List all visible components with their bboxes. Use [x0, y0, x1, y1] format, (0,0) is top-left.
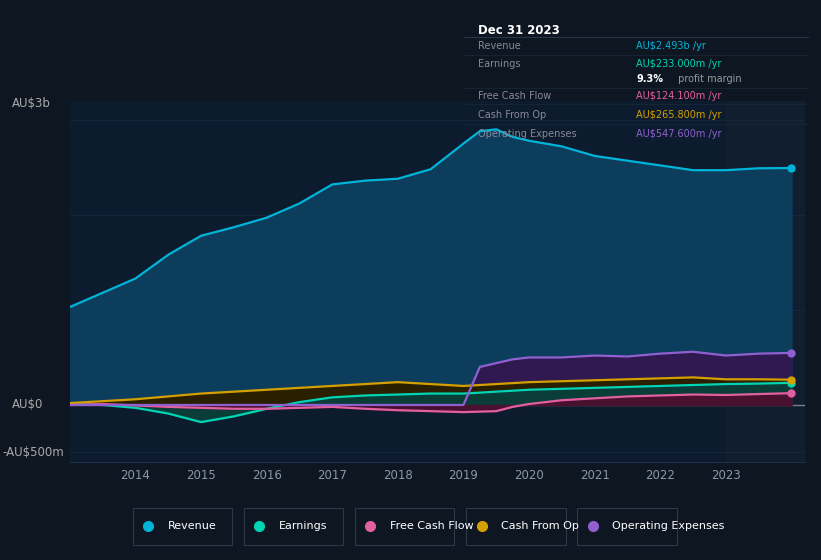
Text: AU$3b: AU$3b: [12, 97, 51, 110]
Text: Revenue: Revenue: [478, 41, 521, 52]
Text: AU$2.493b /yr: AU$2.493b /yr: [636, 41, 706, 52]
Text: Revenue: Revenue: [167, 521, 216, 531]
Text: AU$124.100m /yr: AU$124.100m /yr: [636, 91, 722, 101]
Text: Earnings: Earnings: [478, 59, 521, 69]
Text: Earnings: Earnings: [278, 521, 327, 531]
Text: Free Cash Flow: Free Cash Flow: [390, 521, 473, 531]
Text: AU$0: AU$0: [12, 399, 44, 412]
Text: Free Cash Flow: Free Cash Flow: [478, 91, 551, 101]
Text: Cash From Op: Cash From Op: [501, 521, 579, 531]
Text: Operating Expenses: Operating Expenses: [612, 521, 724, 531]
Text: Operating Expenses: Operating Expenses: [478, 129, 576, 139]
Text: Cash From Op: Cash From Op: [478, 110, 546, 120]
Text: AU$547.600m /yr: AU$547.600m /yr: [636, 129, 722, 139]
Text: AU$265.800m /yr: AU$265.800m /yr: [636, 110, 722, 120]
Text: profit margin: profit margin: [675, 74, 741, 85]
Bar: [726, 101, 805, 462]
Text: 9.3%: 9.3%: [636, 74, 663, 85]
Text: -AU$500m: -AU$500m: [2, 446, 64, 459]
Text: Dec 31 2023: Dec 31 2023: [478, 24, 559, 36]
Text: AU$233.000m /yr: AU$233.000m /yr: [636, 59, 722, 69]
